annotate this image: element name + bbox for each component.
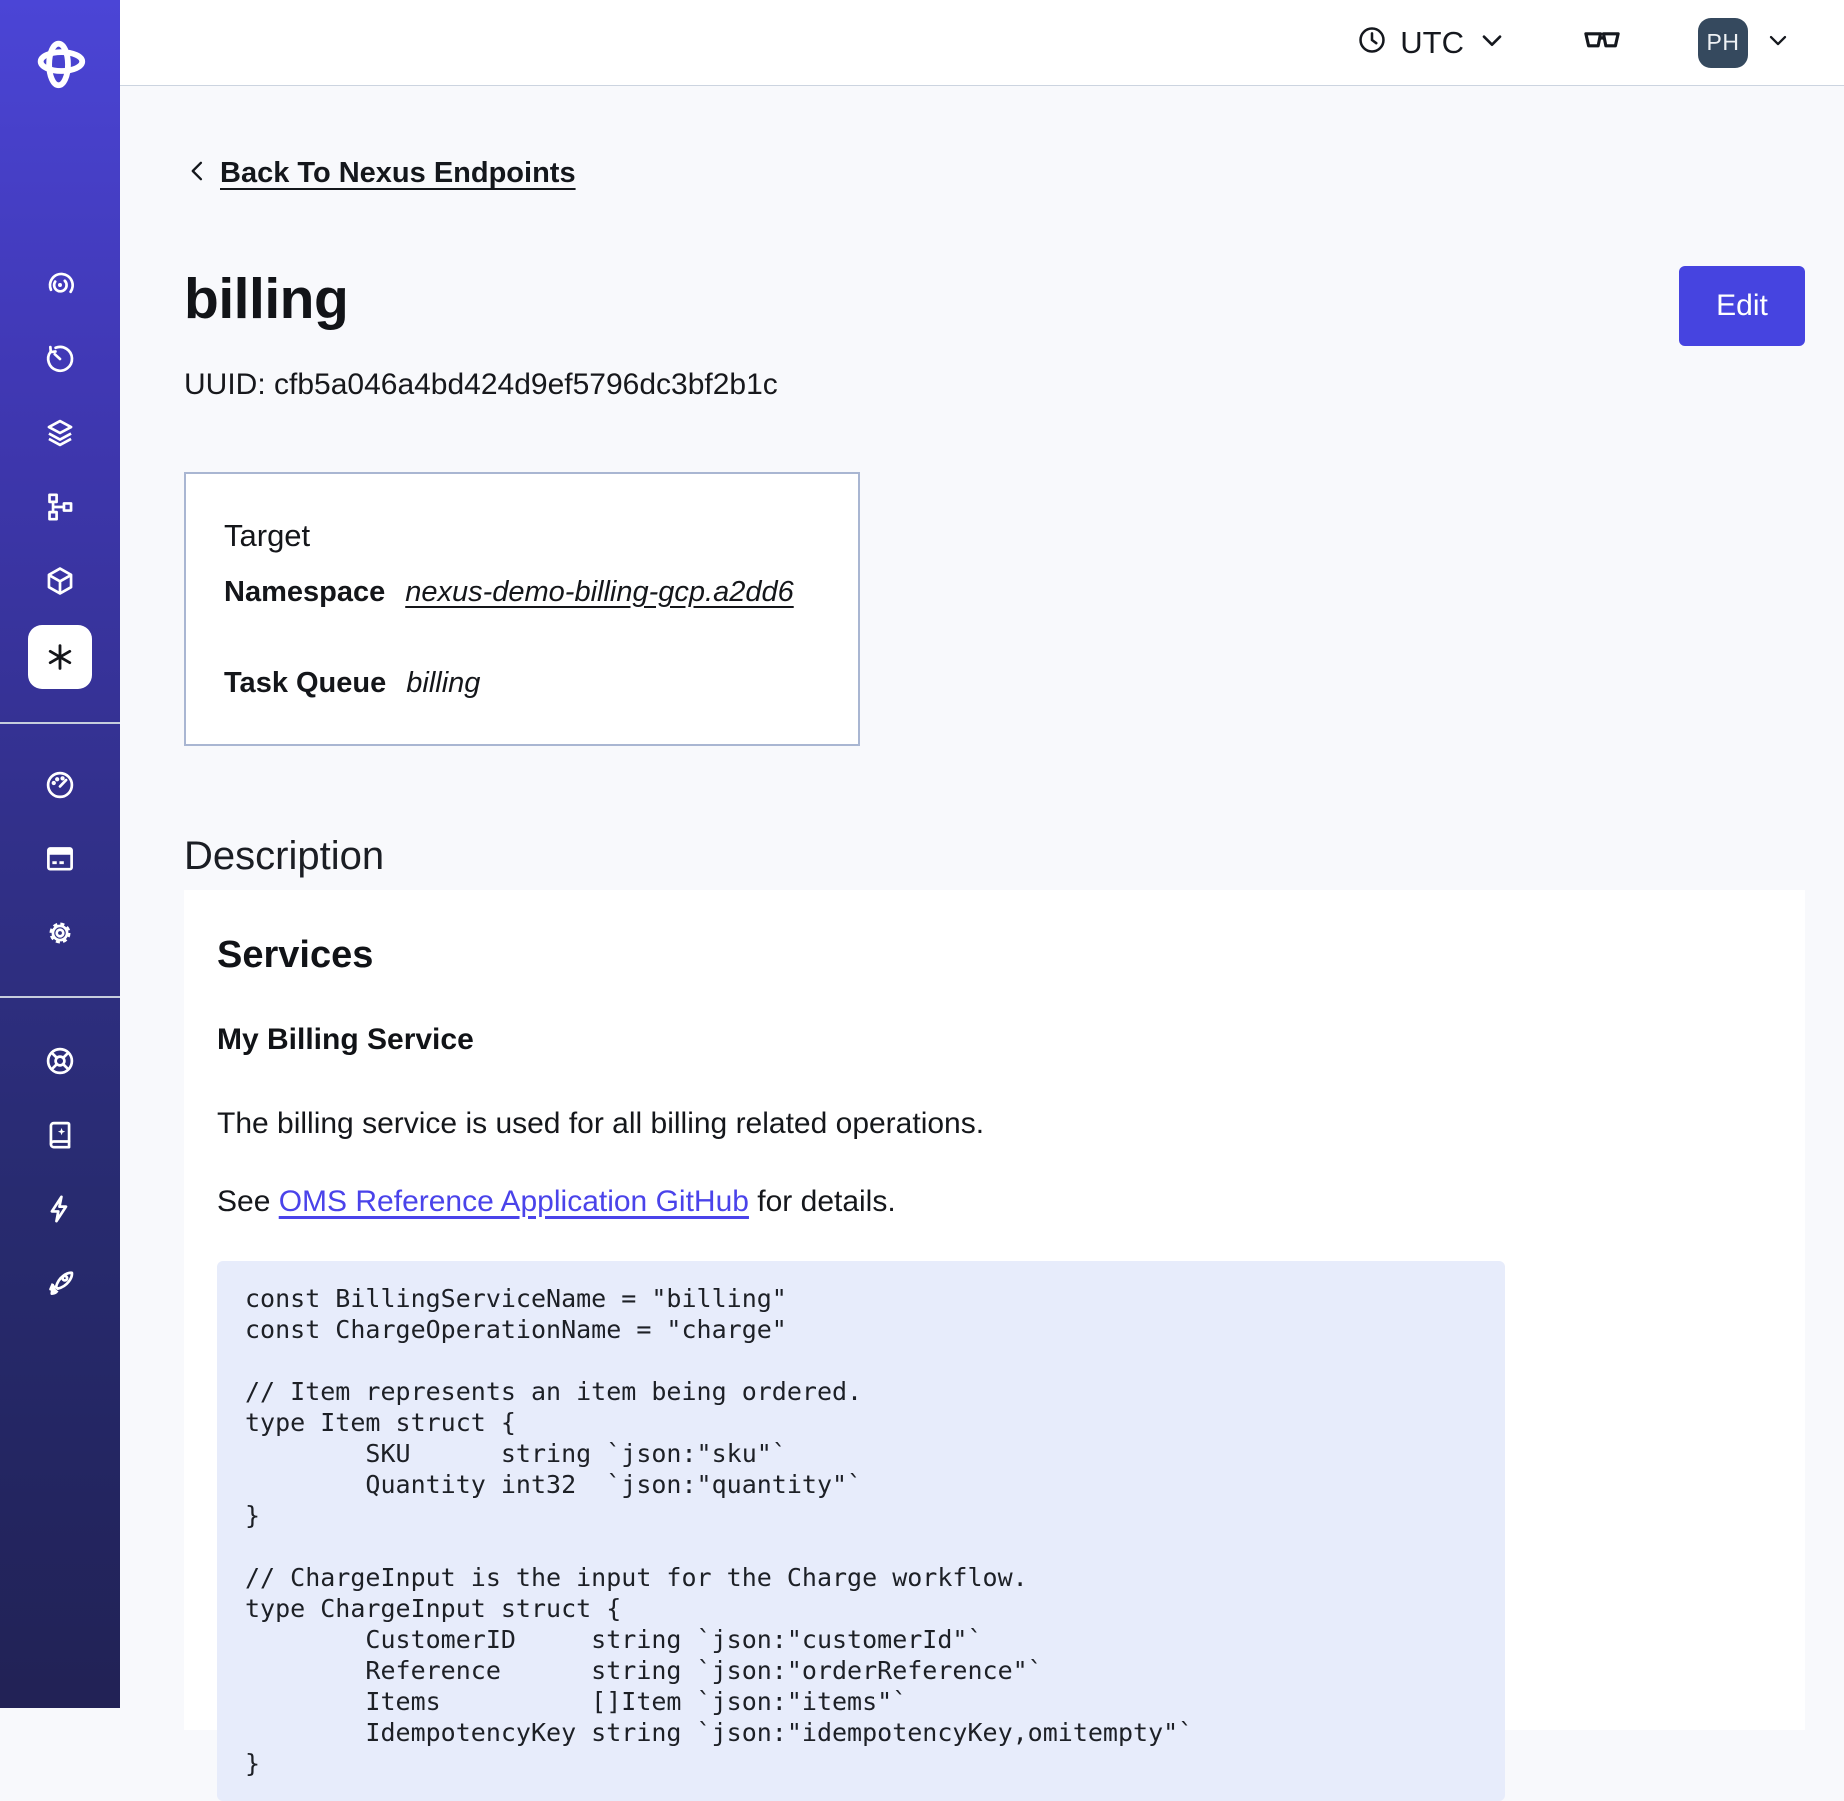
- description-heading: Description: [184, 834, 385, 878]
- logo-ellipse: [37, 49, 86, 74]
- deployments-icon: [43, 416, 77, 455]
- sidebar-item-deployments[interactable]: [0, 398, 120, 472]
- sidebar-item-batch-operations[interactable]: [0, 472, 120, 546]
- sidebar-item-nexus[interactable]: [0, 620, 120, 694]
- sidebar-item-archival[interactable]: [0, 546, 120, 620]
- main-content: Back To Nexus Endpoints billing Edit UUI…: [120, 87, 1844, 1801]
- chevron-down-icon: [1476, 24, 1508, 61]
- sidebar-item-docs[interactable]: [0, 1100, 120, 1174]
- getting-started-icon: [43, 1266, 77, 1305]
- service-paragraph: The billing service is used for all bill…: [217, 1107, 985, 1140]
- topbar: UTC PH: [120, 0, 1844, 86]
- sidebar-item-whats-new[interactable]: [0, 1174, 120, 1248]
- sidebar-item-usage[interactable]: [0, 750, 120, 824]
- service-name: My Billing Service: [217, 1023, 474, 1056]
- description-card: Services My Billing Service The billing …: [184, 890, 1805, 1801]
- page-title: billing: [184, 267, 349, 331]
- namespace-link[interactable]: nexus-demo-billing-gcp.a2dd6: [405, 576, 794, 608]
- workflows-icon: [43, 268, 77, 307]
- chevron-left-icon: [184, 157, 212, 190]
- sidebar-item-getting-started[interactable]: [0, 1248, 120, 1322]
- namespace-row: Namespace nexus-demo-billing-gcp.a2dd6: [224, 576, 818, 609]
- sidebar-item-support[interactable]: [0, 1026, 120, 1100]
- target-card: Target Namespace nexus-demo-billing-gcp.…: [184, 472, 860, 746]
- task-queue-value: billing: [406, 667, 481, 699]
- archival-icon: [43, 564, 77, 603]
- sidebar-group-help: [0, 1026, 120, 1322]
- back-to-nexus-endpoints-link[interactable]: Back To Nexus Endpoints: [184, 157, 576, 190]
- back-link-label: Back To Nexus Endpoints: [220, 157, 576, 189]
- sidebar-item-namespaces[interactable]: [0, 824, 120, 898]
- see-prefix: See: [217, 1185, 279, 1218]
- avatar: PH: [1698, 17, 1748, 68]
- title-row: billing Edit: [184, 266, 1805, 346]
- timezone-label: UTC: [1400, 24, 1464, 60]
- see-suffix: for details.: [748, 1185, 896, 1218]
- glasses-icon: [1580, 18, 1624, 67]
- sidebar-item-schedules[interactable]: [0, 324, 120, 398]
- nexus-icon: [28, 625, 92, 689]
- sidebar: [0, 0, 120, 1708]
- labs-toggle[interactable]: [1580, 18, 1624, 67]
- temporal-logo[interactable]: [31, 34, 89, 92]
- sidebar-group-main: [0, 250, 120, 694]
- chevron-down-icon: [1764, 26, 1792, 59]
- uuid-line: UUID: cfb5a046a4bd424d9ef5796dc3bf2b1c: [184, 368, 778, 401]
- support-icon: [43, 1044, 77, 1083]
- schedules-icon: [43, 342, 77, 381]
- edit-button[interactable]: Edit: [1679, 266, 1805, 346]
- task-queue-row: Task Queue billing: [224, 667, 818, 700]
- docs-icon: [43, 1118, 77, 1157]
- code-block: const BillingServiceName = "billing" con…: [217, 1261, 1505, 1801]
- namespace-label: Namespace: [224, 576, 386, 608]
- services-heading: Services: [217, 934, 374, 976]
- task-queue-label: Task Queue: [224, 667, 387, 699]
- sidebar-divider: [0, 722, 120, 724]
- settings-icon: [43, 916, 77, 955]
- sidebar-group-account: [0, 750, 120, 972]
- see-line: See OMS Reference Application GitHub for…: [217, 1185, 1765, 1219]
- usage-icon: [43, 768, 77, 807]
- timezone-selector[interactable]: UTC: [1356, 24, 1508, 61]
- target-heading: Target: [224, 518, 311, 553]
- sidebar-item-workflows[interactable]: [0, 250, 120, 324]
- whats-new-icon: [43, 1192, 77, 1231]
- logo-ellipse: [46, 40, 71, 89]
- sidebar-divider: [0, 996, 120, 998]
- batch-operations-icon: [43, 490, 77, 529]
- sidebar-item-settings[interactable]: [0, 898, 120, 972]
- namespaces-icon: [43, 842, 77, 881]
- clock-icon: [1356, 24, 1388, 61]
- user-menu[interactable]: PH: [1698, 17, 1792, 68]
- github-link[interactable]: OMS Reference Application GitHub: [278, 1185, 749, 1218]
